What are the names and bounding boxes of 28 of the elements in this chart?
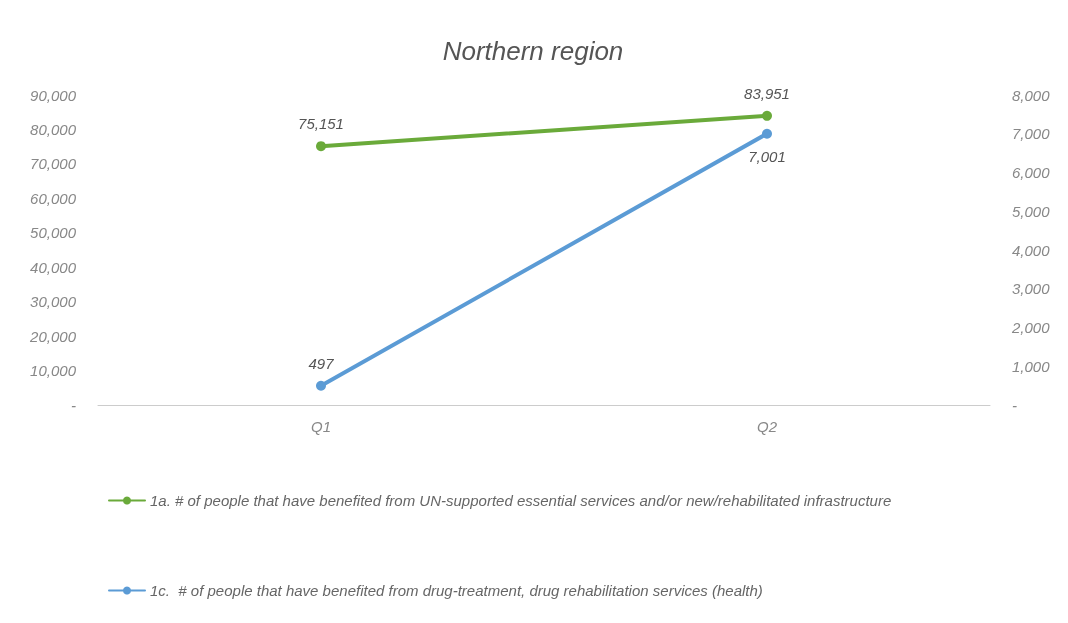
y2-tick-label: 5,000 [1012, 202, 1051, 220]
data-label: 83,951 [744, 84, 790, 102]
y-tick-label: - [71, 396, 76, 414]
data-label: 7,001 [748, 147, 786, 165]
y2-tick-label: 1,000 [1012, 357, 1051, 375]
y2-tick-label: - [1012, 396, 1017, 414]
y2-tick-label: 4,000 [1012, 241, 1051, 259]
y-tick-label: 20,000 [29, 327, 77, 345]
legend-label: 1a. # of people that have benefited from UN-supported essential services and/or new/rehabilitated infrastructure [150, 492, 892, 509]
data-label: 75,151 [298, 115, 344, 133]
y-tick-label: 80,000 [30, 120, 77, 138]
y2-tick-label: 2,000 [1011, 319, 1051, 336]
x-tick-label: Q1 [310, 418, 332, 435]
y2-tick-label: 8,000 [1012, 86, 1051, 104]
y2-tick-label: 3,000 [1012, 280, 1051, 298]
y2-tick-label: 6,000 [1012, 164, 1051, 181]
y-tick-label: 10,000 [30, 362, 77, 380]
y-tick-label: 50,000 [30, 224, 77, 242]
data-label: 497 [308, 354, 335, 372]
legend-label: 1c. # of people that have benefited from drug-treatment, drug rehabilitation services (health) [150, 582, 763, 599]
y-tick-label: 30,000 [30, 293, 77, 311]
x-tick-label: Q2 [756, 418, 778, 435]
y2-tick-label: 7,000 [1012, 125, 1051, 143]
y-tick-label: 60,000 [30, 189, 77, 207]
y-tick-label: 40,000 [30, 258, 77, 276]
y-tick-label: 70,000 [30, 155, 77, 173]
y-tick-label: 90,000 [30, 86, 77, 104]
chart-title: Northern region [442, 36, 624, 66]
